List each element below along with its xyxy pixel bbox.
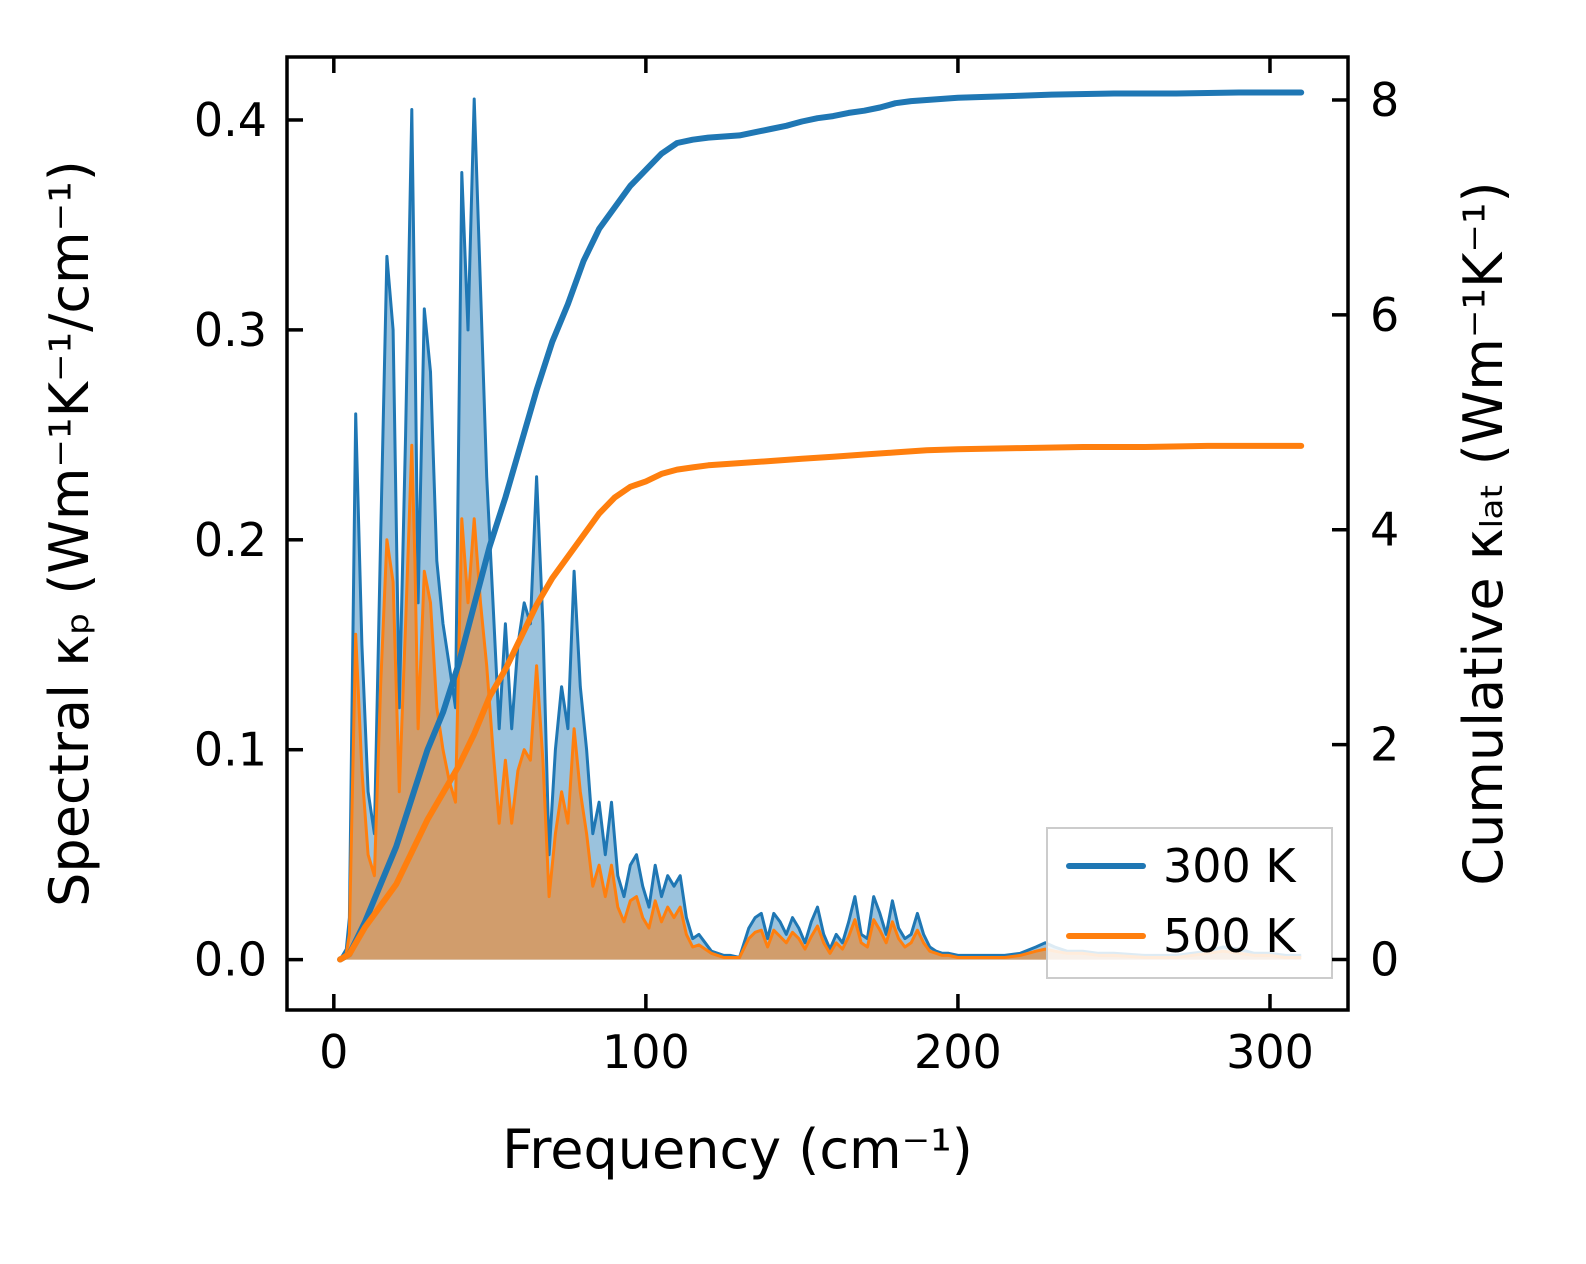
y-left-tick-label: 0.2 [194,513,267,567]
legend-box [1046,827,1333,979]
y-left-tick-label: 0.0 [194,933,267,987]
legend: 300 K 500 K [1046,827,1333,979]
y-right-tick-label: 0 [1370,933,1399,987]
y-left-tick-label: 0.3 [194,303,267,357]
spectral-500k-area [340,445,1302,960]
y-left-tick-label: 0.1 [194,723,267,777]
y-right-tick-label: 8 [1370,73,1399,127]
x-tick-label: 100 [602,1025,690,1079]
cumulative-300k-line [337,89,1305,963]
legend-entry: 300 K [1066,839,1297,893]
x-tick-label: 300 [1226,1025,1314,1079]
y-right-axis-label: Cumulative κₗₐₜ (Wm⁻¹K⁻¹) [1452,181,1515,885]
legend-label: 500 K [1163,909,1297,963]
y-left-axis-label: Spectral κₚ (Wm⁻¹K⁻¹/cm⁻¹) [38,160,101,907]
y-right-tick-label: 2 [1370,718,1399,772]
legend-label: 300 K [1163,839,1297,893]
spectral-500k-line [339,443,1302,961]
y-left-tick-label: 0.4 [194,93,267,147]
cumulative-500k-line [337,442,1305,963]
spectral-300k-area [340,99,1302,960]
y-right-tick-label: 6 [1370,288,1399,342]
x-axis-label: Frequency (cm⁻¹) [502,1118,973,1181]
x-tick-label: 0 [319,1025,348,1079]
plot-area [337,89,1305,963]
x-tick-label: 200 [914,1025,1002,1079]
plot-frame [285,55,1350,1012]
y-right-tick-label: 4 [1370,503,1399,557]
legend-entry: 500 K [1066,909,1297,963]
spectral-300k-line [338,97,1302,961]
